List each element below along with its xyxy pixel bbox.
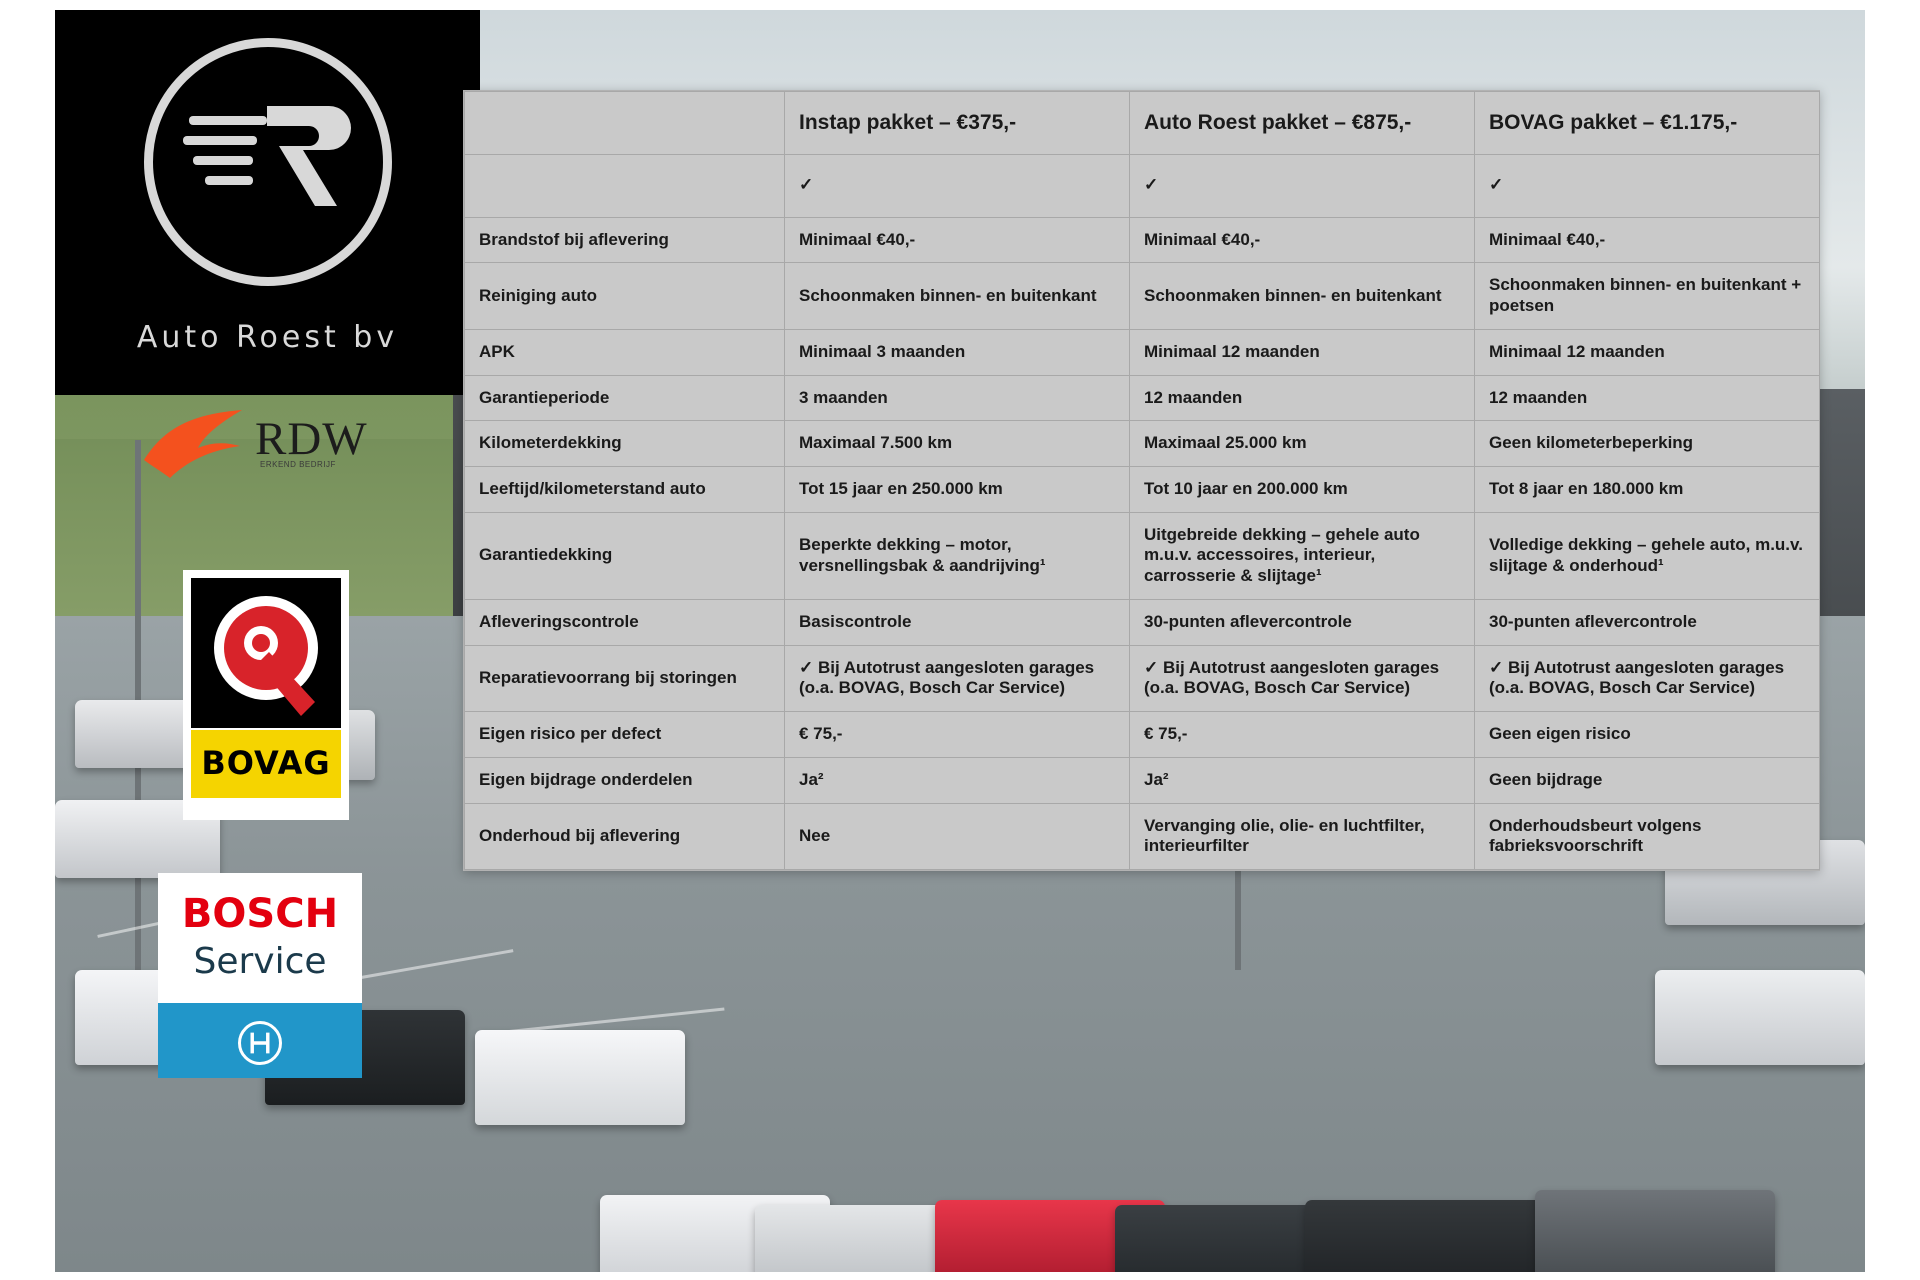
row-label: APK [464,328,785,376]
row-value-autoroest: Minimaal 12 maanden [1129,328,1475,376]
row-label: Kilometerdekking [464,420,785,468]
row-label: Reparatievoorrang bij storingen [464,644,785,713]
row-value-instap: Nee [784,802,1130,871]
row-value-instap: ✓ [784,153,1130,218]
table-row: Garantiedekking Beperkte dekking – motor… [464,511,1820,600]
photo-car-6 [475,1030,685,1125]
table-row: APK Minimaal 3 maanden Minimaal 12 maand… [464,328,1820,376]
row-value-autoroest: Uitgebreide dekking – gehele auto m.u.v.… [1129,511,1475,600]
header-package-autoroest: Auto Roest pakket – €875,- [1129,91,1475,155]
logo-ring-icon [143,38,392,286]
header-package-bovag: BOVAG pakket – €1.175,- [1474,91,1820,155]
row-value-autoroest: ✓ [1129,153,1475,218]
bovag-top-panel [191,578,341,728]
header-feature [464,91,785,155]
bosch-white-panel [158,873,362,1003]
row-label: Garantiedekking [464,511,785,600]
row-label: Eigen bijdrage onderdelen [464,756,785,804]
row-label: Brandstof bij aflevering [464,216,785,264]
row-value-instap: Ja² [784,756,1130,804]
rdw-label: RDW [255,413,368,465]
row-value-instap: Tot 15 jaar en 250.000 km [784,466,1130,513]
table-row: Kilometerdekking Maximaal 7.500 km Maxim… [464,420,1820,468]
photo-car-12 [1535,1190,1775,1272]
row-label: Reiniging auto [464,262,785,330]
row-value-instap: € 75,- [784,711,1130,758]
row-value-bovag: Tot 8 jaar en 180.000 km [1474,466,1820,513]
table-row: Garantieperiode 3 maanden 12 maanden 12 … [464,374,1820,422]
row-value-bovag: Volledige dekking – gehele auto, m.u.v. … [1474,511,1820,600]
row-value-autoroest: Maximaal 25.000 km [1129,420,1475,468]
row-value-instap: Schoonmaken binnen- en buitenkant [784,262,1130,330]
row-value-bovag: 12 maanden [1474,374,1820,422]
rdw-flame-icon [144,410,242,478]
bosch-emblem-icon [238,1021,282,1065]
row-value-bovag: Minimaal €40,- [1474,216,1820,264]
row-value-bovag: Onderhoudsbeurt volgens fabrieksvoorschr… [1474,802,1820,871]
table-row: Afleveringscontrole Basiscontrole 30-pun… [464,598,1820,646]
row-value-autoroest: Schoonmaken binnen- en buitenkant [1129,262,1475,330]
table-row: Eigen bijdrage onderdelen Ja² Ja² Geen b… [464,756,1820,804]
row-label [464,153,785,218]
row-value-instap: Basiscontrole [784,598,1130,646]
row-value-bovag: Geen kilometerbeperking [1474,420,1820,468]
row-value-autoroest: Ja² [1129,756,1475,804]
row-value-autoroest: € 75,- [1129,711,1475,758]
row-value-instap: ✓ Bij Autotrust aangesloten garages (o.a… [784,644,1130,713]
header-package-instap: Instap pakket – €375,- [784,91,1130,155]
badge-rdw: RDW ERKEND BEDRIJF [140,408,410,483]
table-row: Onderhoud bij aflevering Nee Vervanging … [464,802,1820,871]
row-value-autoroest: Vervanging olie, olie- en luchtfilter, i… [1129,802,1475,871]
row-label: Afleveringscontrole [464,598,785,646]
row-value-autoroest: Tot 10 jaar en 200.000 km [1129,466,1475,513]
bosch-service-label: Service [193,941,327,982]
row-label: Onderhoud bij aflevering [464,802,785,871]
row-value-bovag: 30-punten aflevercontrole [1474,598,1820,646]
row-value-autoroest: 12 maanden [1129,374,1475,422]
brand-logo-panel: Auto Roest bv [55,10,480,395]
row-value-bovag: Geen bijdrage [1474,756,1820,804]
row-value-instap: Minimaal €40,- [784,216,1130,264]
row-value-instap: Beperkte dekking – motor, versnellingsba… [784,511,1130,600]
auto-roest-monogram-icon [182,106,351,206]
row-label: Garantieperiode [464,374,785,422]
row-value-bovag: Minimaal 12 maanden [1474,328,1820,376]
photo-car-11 [1305,1200,1545,1272]
bovag-band [191,730,341,798]
table-row: Eigen risico per defect € 75,- € 75,- Ge… [464,711,1820,758]
row-value-bovag: Schoonmaken binnen- en buitenkant + poet… [1474,262,1820,330]
photo-car-13 [1655,970,1865,1065]
table-row: Reparatievoorrang bij storingen ✓ Bij Au… [464,644,1820,713]
row-value-bovag: ✓ [1474,153,1820,218]
brand-name: Auto Roest bv [136,320,399,355]
row-value-instap: Maximaal 7.500 km [784,420,1130,468]
row-value-autoroest: Minimaal €40,- [1129,216,1475,264]
bovag-target-icon [214,596,318,716]
badge-bosch: BOSCH Service [158,873,362,1078]
bosch-armature-icon [250,1032,270,1054]
row-value-bovag: Geen eigen risico [1474,711,1820,758]
table-row: Brandstof bij aflevering Minimaal €40,- … [464,216,1820,264]
table-header-row: Instap pakket – €375,- Auto Roest pakket… [464,91,1820,155]
row-value-autoroest: ✓ Bij Autotrust aangesloten garages (o.a… [1129,644,1475,713]
bosch-label: BOSCH [181,891,339,937]
badge-bovag: BOVAG [183,570,349,820]
table-row: Leeftijd/kilometerstand auto Tot 15 jaar… [464,466,1820,513]
bovag-label: BOVAG [201,744,331,782]
row-value-autoroest: 30-punten aflevercontrole [1129,598,1475,646]
row-label: Leeftijd/kilometerstand auto [464,466,785,513]
row-value-instap: Minimaal 3 maanden [784,328,1130,376]
table-row: ✓ ✓ ✓ [464,153,1820,218]
package-comparison-table: Instap pakket – €375,- Auto Roest pakket… [463,90,1820,872]
row-value-bovag: ✓ Bij Autotrust aangesloten garages (o.a… [1474,644,1820,713]
row-label: Eigen risico per defect [464,711,785,758]
row-value-instap: 3 maanden [784,374,1130,422]
table-row: Reiniging auto Schoonmaken binnen- en bu… [464,262,1820,330]
rdw-sublabel: ERKEND BEDRIJF [260,460,336,469]
